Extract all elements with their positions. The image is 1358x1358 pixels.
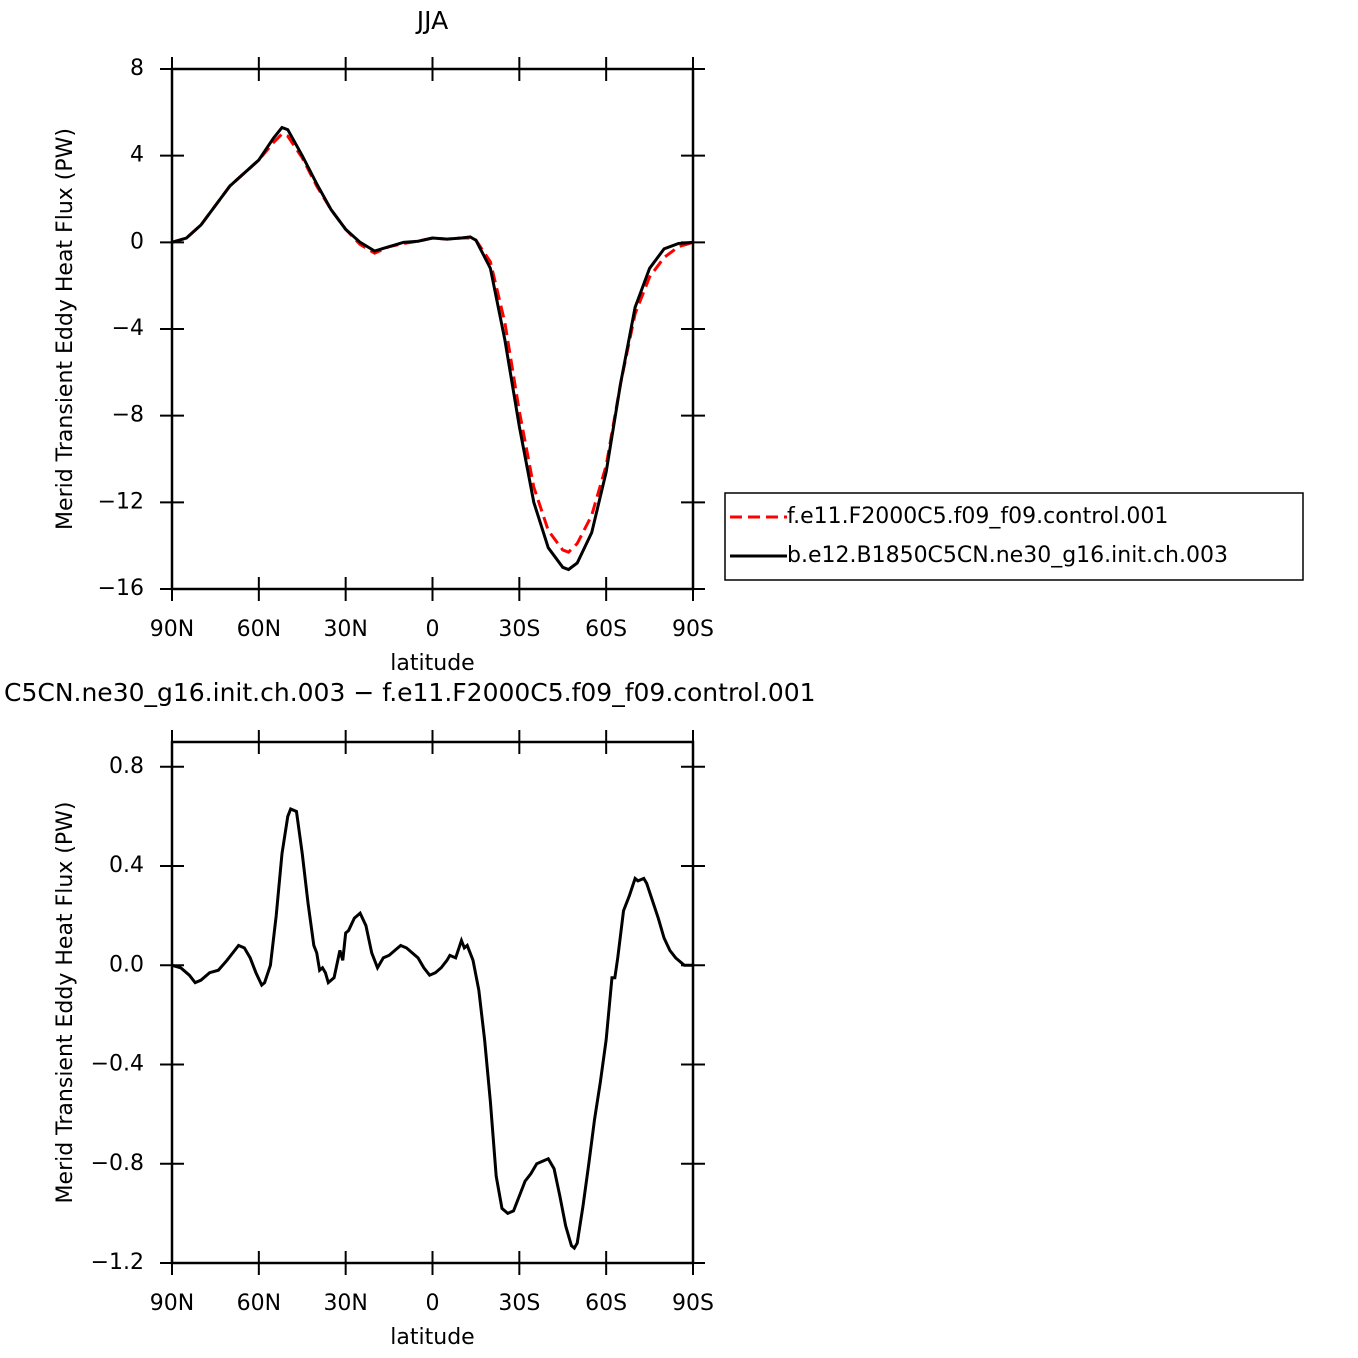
x-tick-label: 0: [426, 1291, 440, 1316]
chart-title: C5CN.ne30_g16.init.ch.003 − f.e11.F2000C…: [4, 678, 816, 707]
x-tick-label: 30N: [323, 1291, 367, 1316]
plot-frame: [170, 67, 695, 591]
y-tick-label: −0.4: [91, 1052, 144, 1077]
chart-title: JJA: [415, 6, 448, 35]
x-tick-label: 30N: [323, 617, 367, 642]
x-axis-label: latitude: [390, 651, 474, 676]
legend-box: [724, 492, 1304, 581]
y-tick-label: −0.8: [91, 1151, 144, 1176]
data-line: [171, 132, 694, 554]
x-tick-label: 90S: [672, 617, 714, 642]
y-tick-label: 8: [130, 56, 144, 81]
x-tick-label: 60N: [237, 1291, 281, 1316]
x-tick-label: 30S: [498, 617, 540, 642]
y-tick-label: 0.8: [109, 754, 144, 779]
x-tick-label: 90N: [150, 617, 194, 642]
y-tick-label: −8: [112, 403, 144, 428]
y-tick-label: −16: [98, 576, 144, 601]
y-tick-label: 4: [130, 143, 144, 168]
legend-label: f.e11.F2000C5.f09_f09.control.001: [787, 504, 1168, 529]
x-tick-label: 60N: [237, 617, 281, 642]
y-tick-label: −1.2: [91, 1250, 144, 1275]
x-axis-label: latitude: [390, 1325, 474, 1350]
y-tick-label: 0.0: [109, 952, 144, 977]
x-tick-label: 60S: [585, 1291, 627, 1316]
data-line: [171, 125, 694, 572]
x-tick-label: 60S: [585, 617, 627, 642]
x-tick-label: 0: [426, 617, 440, 642]
y-axis-label: Merid Transient Eddy Heat Flux (PW): [53, 802, 78, 1204]
y-tick-label: −4: [112, 316, 144, 341]
y-axis-label: Merid Transient Eddy Heat Flux (PW): [53, 128, 78, 530]
y-tick-label: 0: [130, 229, 144, 254]
data-line: [171, 807, 693, 1251]
x-tick-label: 90N: [150, 1291, 194, 1316]
y-tick-label: 0.4: [109, 853, 144, 878]
x-tick-label: 30S: [498, 1291, 540, 1316]
x-tick-label: 90S: [672, 1291, 714, 1316]
legend: f.e11.F2000C5.f09_f09.control.001 b.e12.B…: [724, 492, 1304, 581]
y-tick-label: −12: [98, 489, 144, 514]
plot-frame: [170, 740, 695, 1265]
legend-label: b.e12.B1850C5CN.ne30_g16.init.ch.003: [787, 543, 1228, 568]
